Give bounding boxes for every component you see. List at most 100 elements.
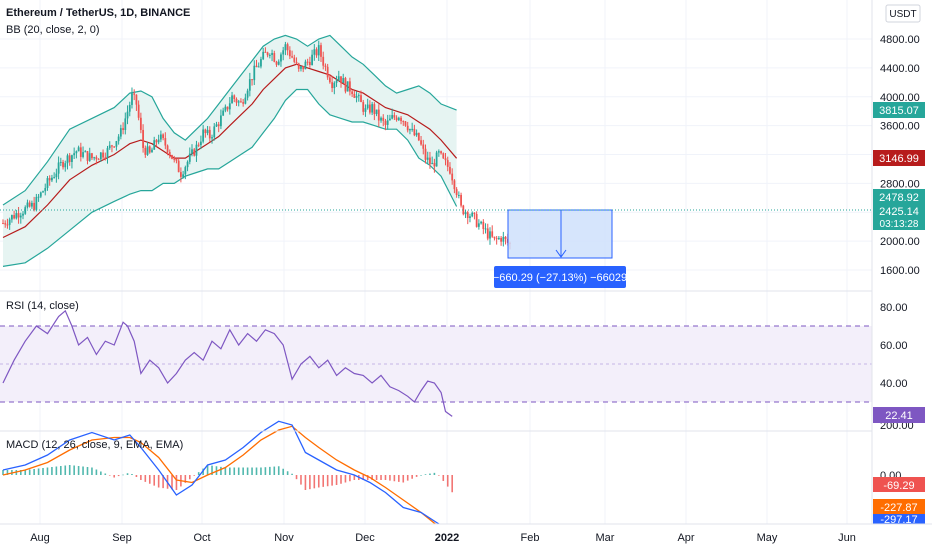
candle-body [406,125,409,131]
time-tick-label: Mar [596,532,615,544]
macd-histogram-bar [340,475,342,484]
candle-body [95,157,98,160]
candle-body [348,81,351,92]
candle-body [331,82,334,89]
candle-body [135,94,138,105]
last-price-label-bg [873,204,925,230]
candle-body [386,120,389,125]
macd-histogram-bar [237,467,240,475]
rsi-band-fill [0,326,872,402]
price-measure-tool[interactable]: −660.29 (−27.13%) −66029 [493,209,627,288]
rsi-pane[interactable] [0,309,872,417]
candle-body [182,174,185,177]
candle-body [409,129,411,131]
candle-body [473,212,476,215]
candle-body [251,79,253,81]
candle-body [311,54,313,66]
candle-body [224,106,227,111]
candle-body [233,95,236,99]
macd-histogram-bar [153,475,156,486]
macd-histogram-bar [42,468,44,475]
macd-histogram-bar [37,468,40,475]
rsi-tick-label: 40.00 [880,378,908,390]
time-tick-label: Apr [677,532,694,544]
candle-body [73,153,76,156]
bb-basis-line [2,63,458,239]
measure-arrow-icon [555,249,567,258]
currency-button[interactable] [885,4,921,23]
candle-body [431,162,434,165]
bb-upper-line [2,34,457,206]
price-tick-label: 4800.00 [880,34,920,46]
macd-histogram-bar [126,473,129,475]
candle-body [382,117,385,121]
candle-body [242,102,245,104]
macd-histogram-bar [224,467,227,475]
candle-body [162,134,165,139]
candle-body [340,76,342,83]
candle-body [344,78,347,92]
macd-histogram-bar [175,475,178,490]
macd-histogram-bar [206,465,209,475]
candle-body [51,177,53,181]
candle-body [117,136,120,142]
price-axis[interactable] [872,0,932,524]
bb-indicator-title[interactable]: BB (20, close, 2, 0) [6,24,100,36]
macd-histogram-bar [157,475,160,488]
candle-body [322,56,325,66]
candle-body [24,207,27,214]
candle-body [66,155,69,164]
candle-body [75,151,78,154]
candle-body [228,103,231,110]
candle-body [128,104,131,112]
measure-range-box[interactable] [507,209,613,259]
candle-body [62,161,64,168]
price-tick-label: 4400.00 [880,63,920,75]
candle-body [433,162,436,167]
symbol-title[interactable]: Ethereum / TetherUS, 1D, BINANCE [6,7,190,19]
candle-body [84,151,87,153]
candle-body [357,95,360,97]
candle-body [337,76,340,81]
candle-body [375,109,378,115]
macd-histogram-bar [64,465,67,475]
candle-body [486,228,489,239]
macd-histogram-bar [255,467,258,475]
time-tick-label: Aug [30,532,50,544]
macd-histogram-bar [322,475,325,487]
macd-histogram-bar [317,475,320,488]
candle-body [202,129,205,142]
candle-body [39,192,42,197]
macd-histogram-bar [393,475,396,482]
candle-body [59,161,62,163]
macd-histogram-bar [389,475,391,481]
macd-indicator-title[interactable]: MACD (12, 26, close, 9, EMA, EMA) [6,439,183,451]
candle-body [157,139,160,143]
candle-body [435,152,438,167]
macd-histogram-bar [402,475,405,483]
candle-body [122,128,124,131]
time-tick-label: 2022 [435,532,459,544]
macd-histogram-bar [335,475,338,485]
macd-pane[interactable] [2,420,453,550]
time-tick-label: Nov [274,532,294,544]
candle-body [173,158,176,160]
candle-body [366,104,369,109]
candle-body [426,157,429,160]
candle-body [502,236,505,242]
time-tick-label: May [757,532,778,544]
candle-body [248,79,251,91]
time-axis[interactable] [0,524,932,550]
candle-body [333,82,336,89]
candle-body [268,54,271,56]
rsi-indicator-title[interactable]: RSI (14, close) [6,300,79,312]
macd-histogram-bar [162,475,164,489]
macd-histogram-bar [353,475,356,480]
candle-body [253,65,256,81]
macd-histogram-bar [442,475,445,481]
candle-body [175,158,178,161]
candle-body [102,152,104,158]
candle-body [106,148,109,158]
